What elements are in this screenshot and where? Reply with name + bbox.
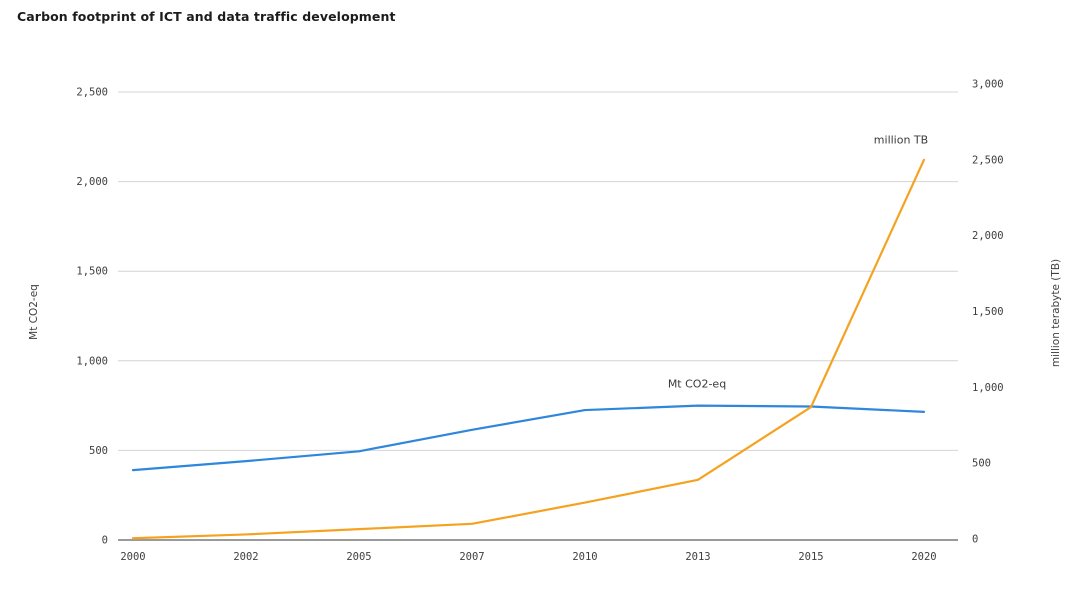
x-tick-label: 2000 — [120, 551, 145, 563]
x-tick-label: 2015 — [798, 551, 823, 563]
y-tick-label-left: 2,000 — [76, 176, 108, 188]
x-tick-label: 2020 — [911, 551, 936, 563]
x-tick-label: 2002 — [233, 551, 258, 563]
x-tick-label: 2007 — [459, 551, 484, 563]
y-tick-label-right: 2,500 — [972, 154, 1004, 166]
y-tick-label-right: 1,000 — [972, 382, 1004, 394]
y-tick-label-right: 2,000 — [972, 230, 1004, 242]
series-line-mt-co2-eq — [131, 404, 926, 472]
y-tick-label-left: 1,500 — [76, 266, 108, 278]
series-annotation-mt-co2-eq: Mt CO2-eq — [667, 377, 727, 391]
y-tick-label-right: 500 — [972, 458, 991, 470]
y-tick-label-right: 3,000 — [972, 79, 1004, 91]
y-tick-label-left: 500 — [89, 445, 108, 457]
y-tick-label-left: 0 — [102, 535, 108, 547]
y-tick-label-left: 2,500 — [76, 87, 108, 99]
y-tick-label-left: 1,000 — [76, 355, 108, 367]
series-annotation-million-tb: million TB — [873, 133, 929, 147]
x-tick-label: 2010 — [572, 551, 597, 563]
chart-title: Carbon footprint of ICT and data traffic… — [17, 9, 396, 24]
x-tick-label: 2005 — [346, 551, 371, 563]
series-line-million-tb — [131, 158, 926, 540]
x-tick-label: 2013 — [685, 551, 710, 563]
y-tick-label-right: 0 — [972, 534, 978, 546]
y-tick-label-right: 1,500 — [972, 306, 1004, 318]
